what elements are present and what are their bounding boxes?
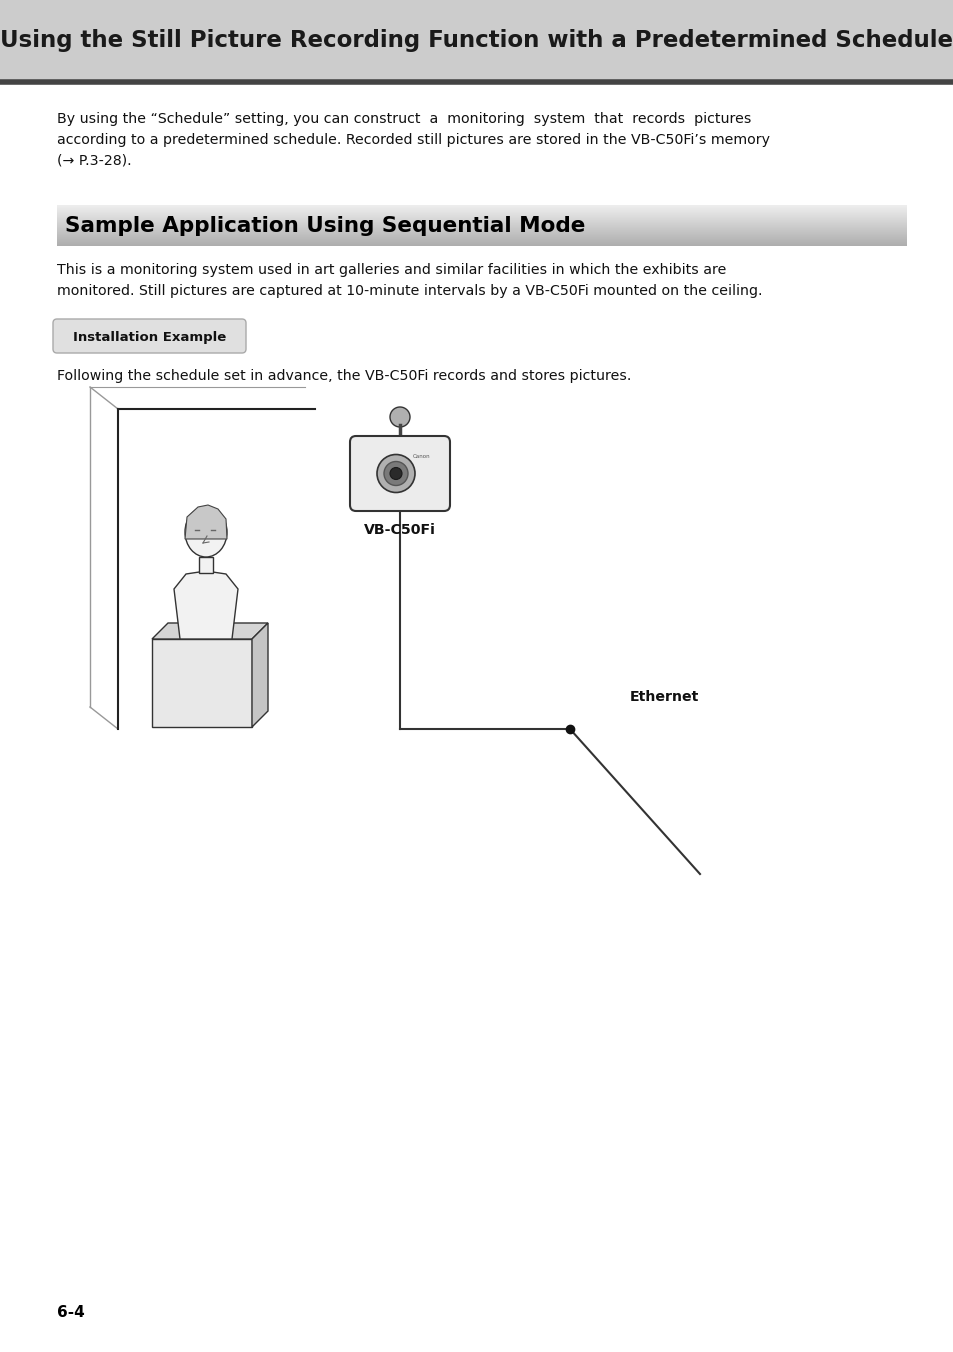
Text: 6-4: 6-4 <box>57 1305 85 1320</box>
Text: monitored. Still pictures are captured at 10-minute intervals by a VB-C50Fi moun: monitored. Still pictures are captured a… <box>57 284 761 297</box>
Text: Installation Example: Installation Example <box>72 330 226 343</box>
FancyBboxPatch shape <box>53 319 246 353</box>
Ellipse shape <box>185 507 227 557</box>
Polygon shape <box>185 506 227 539</box>
FancyBboxPatch shape <box>350 435 450 511</box>
Text: Ethernet: Ethernet <box>629 690 699 704</box>
Text: By using the “Schedule” setting, you can construct  a  monitoring  system  that : By using the “Schedule” setting, you can… <box>57 112 751 126</box>
Text: Using the Still Picture Recording Function with a Predetermined Schedule: Using the Still Picture Recording Functi… <box>1 30 952 53</box>
Bar <box>152 639 252 727</box>
Polygon shape <box>252 623 268 727</box>
Circle shape <box>384 461 408 485</box>
Text: according to a predetermined schedule. Recorded still pictures are stored in the: according to a predetermined schedule. R… <box>57 132 769 147</box>
Polygon shape <box>152 623 268 639</box>
Text: Following the schedule set in advance, the VB-C50Fi records and stores pictures.: Following the schedule set in advance, t… <box>57 369 631 383</box>
Circle shape <box>390 468 401 480</box>
Bar <box>199 557 213 573</box>
Text: Sample Application Using Sequential Mode: Sample Application Using Sequential Mode <box>65 216 585 237</box>
Circle shape <box>376 454 415 492</box>
Text: VB-C50Fi: VB-C50Fi <box>364 523 436 537</box>
Text: (→ P.3-28).: (→ P.3-28). <box>57 154 132 168</box>
Text: Canon: Canon <box>413 454 431 458</box>
Circle shape <box>390 407 410 427</box>
Polygon shape <box>173 571 237 639</box>
Text: This is a monitoring system used in art galleries and similar facilities in whic: This is a monitoring system used in art … <box>57 264 725 277</box>
Bar <box>0 0 953 82</box>
